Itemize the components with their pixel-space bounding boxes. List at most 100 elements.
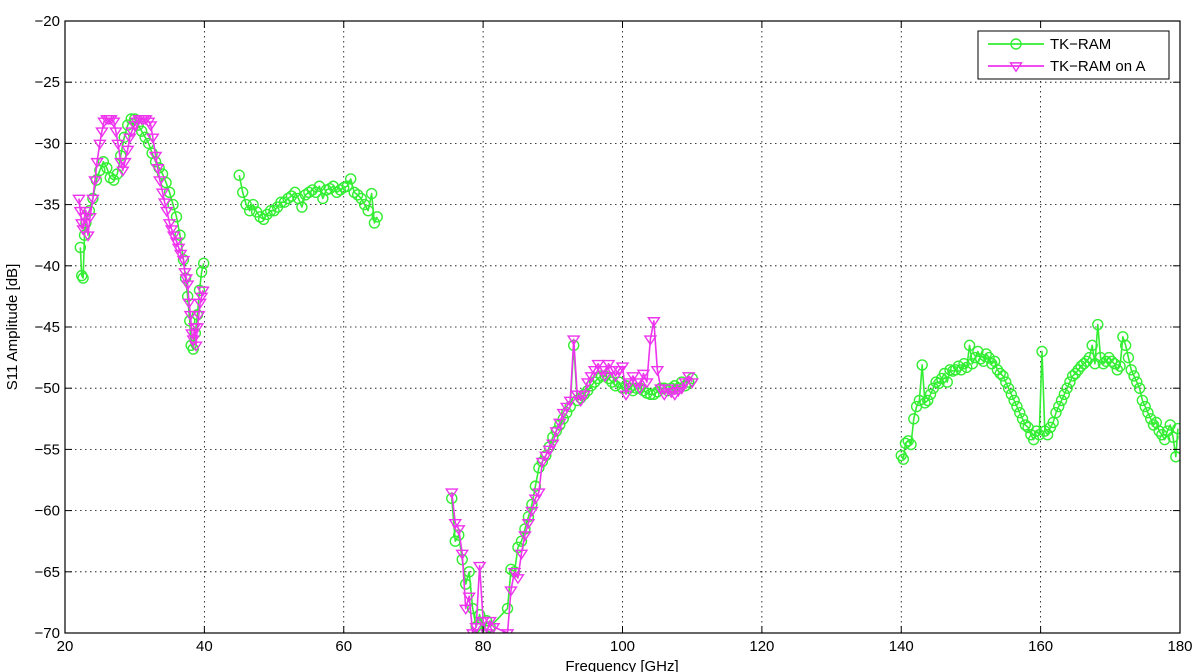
data-point-marker [1053, 400, 1065, 413]
data-point-marker [176, 255, 191, 267]
data-point-marker [913, 394, 926, 407]
series-line [238, 175, 378, 224]
data-point-marker [1080, 355, 1093, 367]
data-point-marker [664, 388, 679, 399]
data-point-marker [949, 364, 962, 376]
data-point-marker [104, 115, 118, 126]
data-point-marker [197, 257, 210, 270]
data-point-marker [150, 164, 165, 175]
data-point-marker [1119, 339, 1132, 352]
data-point-marker [365, 187, 378, 200]
data-point-marker [1145, 413, 1157, 425]
data-point-marker [139, 115, 153, 126]
data-point-marker [549, 427, 564, 438]
data-point-marker [97, 156, 110, 168]
data-point-marker [472, 561, 487, 573]
data-point-marker [1108, 358, 1121, 370]
data-point-marker [483, 616, 497, 628]
data-point-marker [118, 157, 132, 169]
data-point-marker [535, 457, 550, 469]
data-point-marker [183, 310, 198, 322]
data-point-marker [644, 388, 657, 401]
data-point-marker [594, 366, 609, 377]
data-point-marker [163, 186, 176, 199]
data-point-marker [169, 237, 184, 248]
data-point-marker [1055, 394, 1068, 407]
data-point-marker [93, 139, 107, 150]
data-point-marker [448, 519, 463, 530]
data-point-marker [958, 358, 970, 370]
y-tick-label: −40 [35, 258, 60, 275]
data-point-marker [916, 359, 928, 371]
data-point-marker [1086, 339, 1098, 352]
data-point-marker [1125, 364, 1137, 376]
data-point-marker [580, 378, 595, 389]
data-point-marker [1061, 382, 1073, 394]
legend: TK−RAM TK−RAM on A [977, 30, 1170, 80]
data-point-marker [1114, 360, 1126, 372]
data-point-marker [148, 151, 163, 163]
data-point-marker [135, 125, 148, 137]
data-point-marker [371, 211, 383, 223]
data-point-marker [261, 208, 273, 221]
data-point-marker [178, 268, 192, 279]
data-point-marker [1014, 406, 1026, 419]
data-point-marker [654, 384, 668, 395]
series-line [79, 118, 205, 350]
data-point-marker [994, 367, 1006, 380]
data-point-marker [532, 488, 546, 499]
data-point-marker [1133, 382, 1146, 394]
data-point-marker [1069, 367, 1082, 380]
data-point-marker [678, 378, 693, 389]
data-point-marker [79, 206, 93, 218]
data-point-marker [296, 201, 308, 213]
data-point-marker [486, 623, 501, 633]
data-point-marker [120, 145, 135, 157]
data-point-marker [192, 310, 206, 322]
data-point-marker [285, 190, 298, 202]
data-point-marker [605, 366, 619, 377]
data-point-marker [899, 437, 912, 449]
data-point-marker [1036, 345, 1048, 358]
data-point-marker [1008, 394, 1020, 407]
y-tick-label: −20 [35, 13, 60, 30]
data-point-marker [476, 616, 490, 628]
data-point-marker [358, 198, 371, 211]
data-point-marker [106, 117, 121, 128]
data-point-marker [955, 364, 967, 376]
data-point-marker [608, 372, 623, 383]
data-point-marker [518, 531, 532, 542]
data-point-marker [1100, 355, 1112, 367]
data-point-marker [179, 274, 194, 285]
data-point-marker [1016, 413, 1029, 425]
y-tick-label: −70 [35, 625, 60, 642]
y-tick-label: −30 [35, 135, 60, 152]
data-point-marker [685, 378, 699, 389]
data-point-marker [1170, 451, 1180, 463]
data-point-marker [961, 361, 973, 374]
data-point-marker [189, 341, 203, 352]
x-tick-label: 100 [610, 638, 635, 655]
data-point-marker [182, 298, 196, 310]
data-point-marker [162, 219, 177, 230]
data-point-marker [1136, 394, 1149, 407]
y-tick-label: −35 [35, 197, 60, 214]
data-point-marker [167, 198, 179, 211]
data-point-marker [598, 372, 612, 383]
data-point-marker [542, 445, 557, 456]
data-point-marker [1050, 406, 1062, 419]
data-point-marker [629, 378, 644, 389]
legend-label: TK−RAM [1050, 36, 1111, 53]
data-point-marker [451, 525, 466, 536]
data-point-marker [980, 348, 992, 360]
data-point-marker [237, 186, 249, 199]
data-point-marker [584, 372, 598, 383]
data-point-marker [1030, 425, 1043, 437]
data-point-marker [908, 413, 920, 425]
data-point-marker [507, 567, 522, 579]
data-point-marker [243, 205, 256, 217]
data-point-marker [310, 186, 322, 199]
data-point-marker [504, 586, 518, 597]
data-point-marker [109, 127, 123, 138]
